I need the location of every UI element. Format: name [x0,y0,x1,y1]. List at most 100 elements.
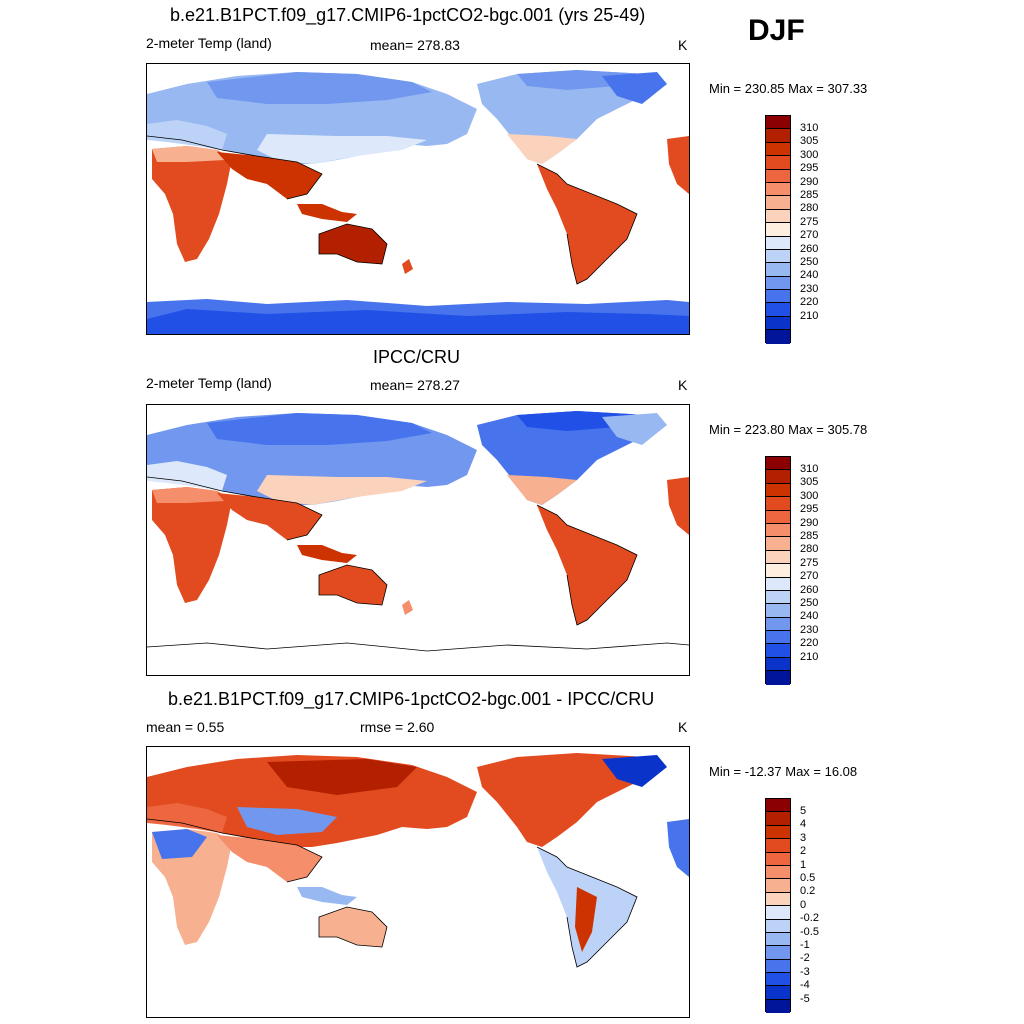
panel3-map [146,746,690,1018]
colorbar-segment [766,550,790,565]
colorbar-tick-label: 240 [800,269,819,282]
panel2-colorbar [765,456,791,685]
colorbar-tick-label: -0.5 [800,925,819,938]
colorbar-segment [766,604,790,618]
colorbar-segment [766,986,790,1000]
colorbar-segment [766,919,790,933]
colorbar-segment [766,839,790,853]
panel1-mean-label: mean= 278.83 [370,37,460,53]
panel1-units-label: K [678,37,688,53]
colorbar-segment [766,537,790,551]
colorbar-segment [766,631,790,645]
colorbar-tick-label: 0 [800,898,807,911]
colorbar-segment [766,169,790,183]
panel2-variable-label: 2-meter Temp (land) [146,375,272,391]
colorbar-segment [766,590,790,605]
colorbar-segment [766,470,790,484]
colorbar-tick-label: 300 [800,489,819,502]
colorbar-segment [766,303,790,317]
colorbar-tick-label: 295 [800,162,819,175]
colorbar-tick-label: 285 [800,529,819,542]
panel1-minmax: Min = 230.85 Max = 307.33 [709,81,868,96]
colorbar-tick-label: -3 [800,965,810,978]
colorbar-segment [766,564,790,578]
colorbar-segment [766,142,790,157]
colorbar-tick-label: 275 [800,215,819,228]
colorbar-segment [766,973,790,987]
panel3-units-label: K [678,719,688,735]
colorbar-segment [766,879,790,893]
colorbar-segment [766,510,790,524]
colorbar-tick-label: 270 [800,229,819,242]
colorbar-segment [766,276,790,291]
colorbar-segment [766,644,790,658]
colorbar-tick-label: 230 [800,623,819,636]
colorbar-tick-label: 290 [800,516,819,529]
colorbar-segment [766,865,790,880]
colorbar-tick-label: 290 [800,175,819,188]
colorbar-tick-label: 3 [800,831,807,844]
panel3-minmax: Min = -12.37 Max = 16.08 [709,764,858,779]
panel1-colorbar [765,115,791,344]
colorbar-segment [766,812,790,826]
colorbar-tick-label: 2 [800,845,807,858]
colorbar-segment [766,223,790,237]
colorbar-tick-label: 1 [800,858,807,871]
panel3-rmse-label: rmse = 2.60 [360,719,435,735]
colorbar-tick-label: 305 [800,476,819,489]
colorbar-tick-label: 250 [800,255,819,268]
colorbar-tick-label: 4 [800,818,807,831]
colorbar-segment [766,932,790,947]
colorbar-tick-label: 260 [800,242,819,255]
colorbar-tick-label: 305 [800,135,819,148]
colorbar-tick-label: 220 [800,296,819,309]
colorbar-tick-label: 310 [800,462,819,475]
panel2-minmax: Min = 223.80 Max = 305.78 [709,422,868,437]
colorbar-tick-label: 280 [800,543,819,556]
panel3-mean-label: mean = 0.55 [146,719,225,735]
colorbar-segment [766,906,790,920]
panel3-colorbar [765,798,791,1014]
colorbar-tick-label: 280 [800,202,819,215]
colorbar-segment [766,156,790,170]
colorbar-segment [766,577,790,591]
colorbar-segment [766,290,790,304]
colorbar-segment [766,852,790,866]
colorbar-segment [766,999,790,1014]
colorbar-segment [766,483,790,498]
colorbar-segment [766,892,790,907]
panel2-units-label: K [678,377,688,393]
panel3-title: b.e21.B1PCT.f09_g17.CMIP6-1pctCO2-bgc.00… [168,689,655,709]
colorbar-tick-label: 270 [800,570,819,583]
colorbar-tick-label: 0.2 [800,885,816,898]
panel2-map [146,404,690,676]
colorbar-segment [766,116,790,130]
panel1-title: b.e21.B1PCT.f09_g17.CMIP6-1pctCO2-bgc.00… [170,5,646,25]
colorbar-segment [766,617,790,632]
colorbar-segment [766,249,790,264]
colorbar-tick-label: 240 [800,610,819,623]
colorbar-tick-label: 295 [800,503,819,516]
colorbar-segment [766,657,790,672]
colorbar-segment [766,129,790,143]
panel2-title: IPCC/CRU [373,347,461,367]
colorbar-tick-label: 220 [800,637,819,650]
colorbar-segment [766,825,790,840]
colorbar-tick-label: -0.2 [800,912,819,925]
colorbar-tick-label: 210 [800,650,819,663]
colorbar-segment [766,196,790,210]
colorbar-tick-label: 285 [800,188,819,201]
colorbar-tick-label: 300 [800,148,819,161]
colorbar-tick-label: 260 [800,583,819,596]
colorbar-segment [766,236,790,250]
colorbar-tick-label: -5 [800,992,810,1005]
panel1-map [146,63,690,335]
colorbar-segment [766,497,790,511]
panel1-variable-label: 2-meter Temp (land) [146,35,272,51]
colorbar-tick-label: -2 [800,952,810,965]
colorbar-tick-label: 230 [800,282,819,295]
colorbar-tick-label: 275 [800,556,819,569]
colorbar-segment [766,330,790,344]
colorbar-segment [766,946,790,960]
season-label: DJF [748,14,805,47]
